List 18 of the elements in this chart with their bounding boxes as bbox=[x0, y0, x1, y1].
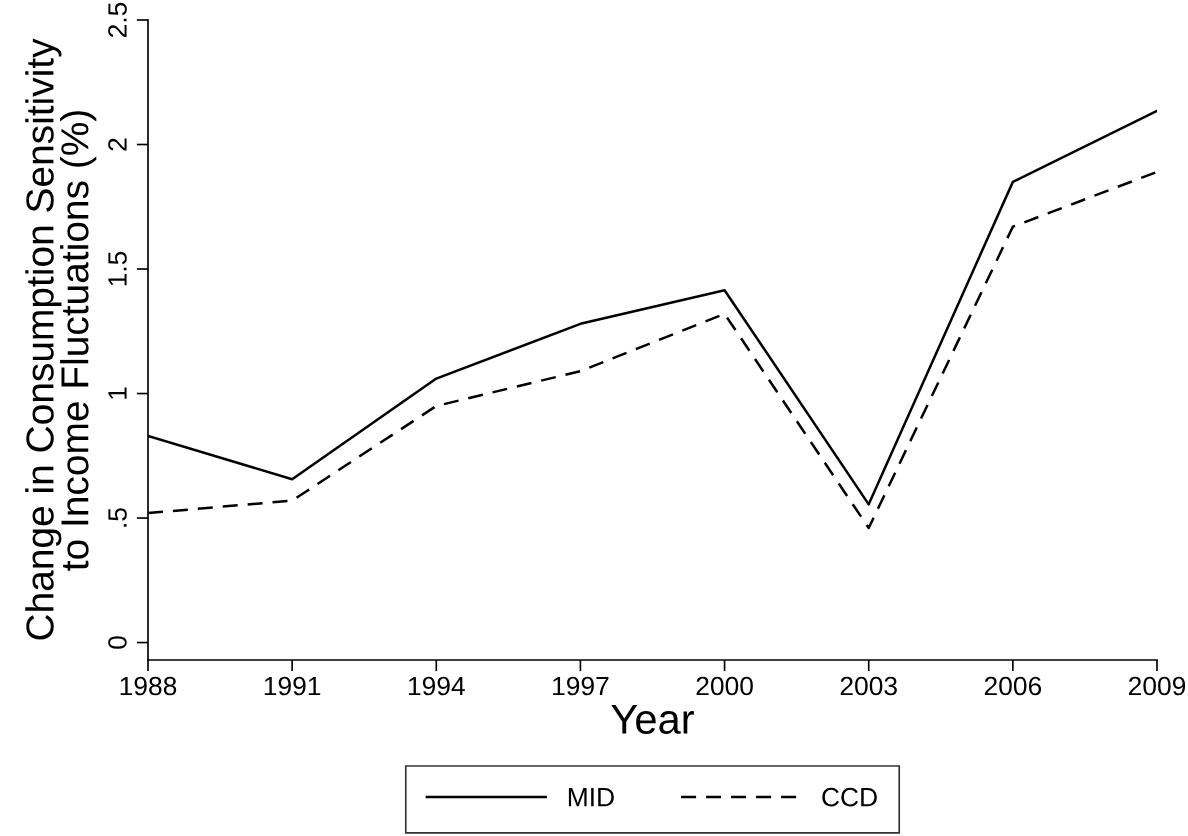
x-tick-label: 1988 bbox=[120, 676, 177, 696]
legend-label: MID bbox=[568, 788, 614, 807]
x-tick-label: 2006 bbox=[984, 676, 1042, 696]
y-tick-label: 1 bbox=[108, 387, 127, 399]
x-tick-label: 1997 bbox=[553, 676, 609, 696]
x-tick-label: 2000 bbox=[696, 676, 753, 696]
y-tick-label: 2 bbox=[108, 138, 127, 151]
x-tick-label: 1991 bbox=[264, 676, 321, 696]
x-axis-title: Year bbox=[611, 704, 694, 734]
y-tick-label: 2.5 bbox=[108, 2, 127, 38]
y-tick-label: 0 bbox=[108, 636, 127, 649]
y-axis-title: Change in Consumption Sensitivity to Income Fluctuations (%) bbox=[25, 38, 97, 640]
x-tick-label: 2009 bbox=[1128, 676, 1186, 696]
x-tick-label: 2003 bbox=[840, 676, 897, 696]
x-tick-label: 1994 bbox=[408, 676, 465, 696]
y-tick-label: 1.5 bbox=[108, 251, 127, 286]
legend-label: CCD bbox=[822, 787, 877, 807]
y-tick-label: .5 bbox=[108, 508, 127, 527]
